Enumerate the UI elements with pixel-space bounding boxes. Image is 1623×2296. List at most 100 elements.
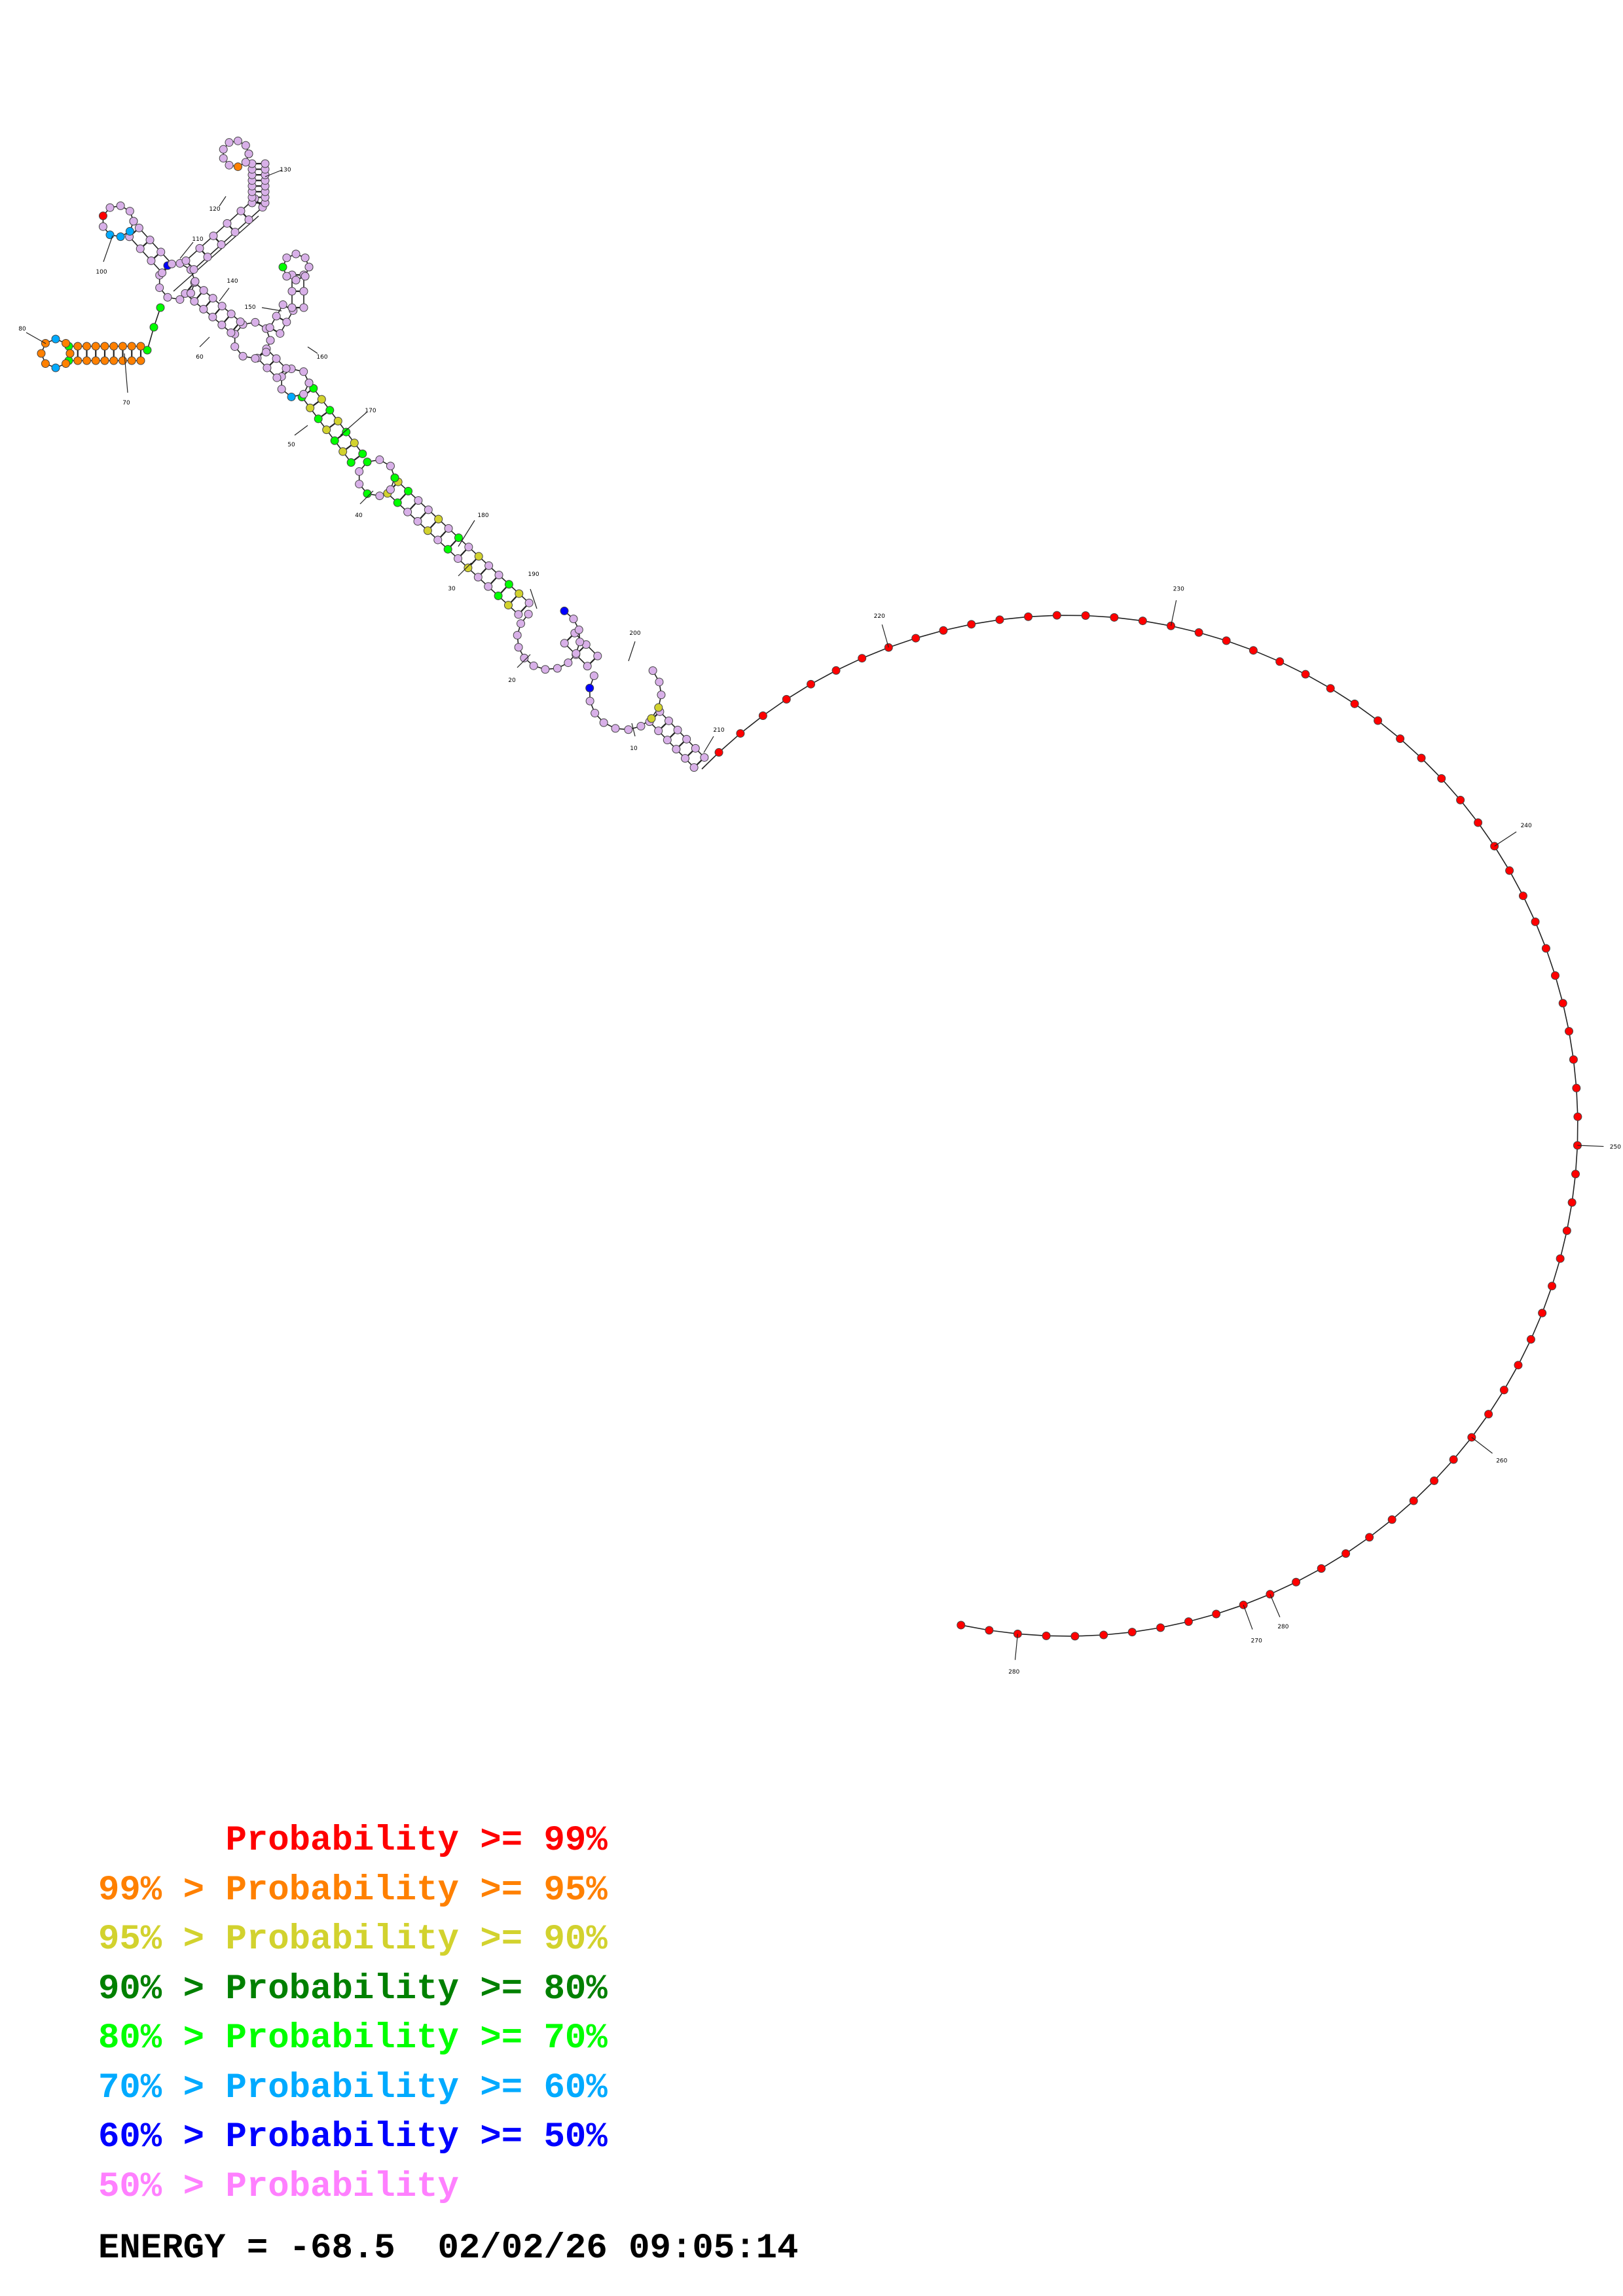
nucleotide bbox=[236, 206, 246, 215]
nucleotide bbox=[100, 356, 109, 365]
nucleotide bbox=[1110, 613, 1119, 622]
nucleotide bbox=[1138, 617, 1147, 626]
nucleotide bbox=[995, 615, 1004, 624]
nucleotide bbox=[1505, 866, 1514, 875]
nucleotide bbox=[91, 356, 100, 365]
nucleotide bbox=[700, 753, 709, 762]
nucleotide bbox=[217, 240, 226, 249]
nucleotide bbox=[858, 654, 867, 663]
position-tick bbox=[219, 287, 230, 302]
position-label: 20 bbox=[508, 677, 516, 684]
nucleotide bbox=[1567, 1198, 1577, 1207]
nucleotide bbox=[636, 722, 646, 731]
legend-label: Probability >= 99% bbox=[225, 1821, 608, 1861]
nucleotide bbox=[386, 485, 395, 494]
nucleotide bbox=[265, 323, 274, 332]
legend-row: 95% > Probability >= 90% bbox=[98, 1915, 608, 1965]
legend-label: Probability >= 95% bbox=[225, 1870, 608, 1910]
nucleotide bbox=[301, 272, 310, 281]
helix-strand bbox=[138, 227, 172, 264]
legend-row: Probability >= 99% bbox=[98, 1816, 608, 1866]
nucleotide bbox=[1127, 1628, 1137, 1637]
nucleotide bbox=[569, 615, 578, 624]
nucleotide bbox=[127, 342, 136, 351]
position-tick bbox=[179, 242, 194, 259]
energy-footer: ENERGY = -68.5 02/02/26 09:05:14 bbox=[98, 2229, 798, 2269]
nucleotide bbox=[1499, 1386, 1508, 1395]
loop-backbone bbox=[223, 140, 249, 168]
nucleotide bbox=[306, 403, 315, 412]
nucleotide bbox=[100, 342, 109, 351]
nucleotide bbox=[624, 725, 633, 734]
nucleotide bbox=[1541, 944, 1550, 953]
position-label: 150 bbox=[244, 304, 255, 311]
nucleotide bbox=[41, 359, 50, 368]
nucleotide bbox=[277, 385, 286, 394]
nucleotide bbox=[241, 158, 250, 167]
position-label: 170 bbox=[365, 408, 376, 414]
position-label: 280 bbox=[1277, 1624, 1288, 1630]
nucleotide bbox=[1409, 1496, 1418, 1505]
nucleotide bbox=[186, 289, 195, 298]
position-label: 10 bbox=[630, 745, 638, 752]
tail-backbone bbox=[701, 615, 1578, 1637]
nucleotide bbox=[648, 666, 657, 675]
nucleotide bbox=[1396, 734, 1405, 744]
legend-label: Probability >= 90% bbox=[225, 1920, 608, 1960]
nucleotide bbox=[957, 1621, 966, 1630]
nucleotide bbox=[317, 395, 326, 404]
nucleotide bbox=[386, 461, 395, 471]
nucleotide bbox=[136, 244, 145, 253]
nucleotide bbox=[209, 231, 218, 240]
nucleotide bbox=[195, 243, 204, 253]
nucleotide bbox=[233, 162, 242, 171]
position-label: 120 bbox=[209, 206, 220, 213]
nucleotide bbox=[363, 457, 372, 467]
nucleotide bbox=[189, 265, 198, 274]
nucleotide bbox=[529, 661, 538, 670]
nucleotide bbox=[73, 342, 82, 351]
position-label: 60 bbox=[196, 354, 204, 361]
nucleotide bbox=[330, 436, 339, 445]
position-label: 250 bbox=[1610, 1144, 1621, 1151]
nucleotide bbox=[575, 637, 585, 647]
rna-structure-diagram: 10 20 30 40 50 60 70 80 100 110 120 130 140 150 160 170… bbox=[18, 136, 1621, 1676]
nucleotide bbox=[473, 573, 483, 582]
nucleotide bbox=[1550, 971, 1559, 980]
nucleotide bbox=[691, 744, 700, 753]
nucleotide bbox=[1531, 917, 1540, 926]
position-label-layer: 10 20 30 40 50 60 70 80 100 110 120 130 140 150 160 170… bbox=[18, 167, 1621, 1676]
position-tick bbox=[1243, 1604, 1253, 1630]
nucleotide bbox=[299, 389, 308, 399]
nucleotide bbox=[190, 296, 199, 306]
nucleotide bbox=[278, 300, 287, 310]
nucleotide bbox=[225, 138, 234, 147]
nucleotide bbox=[1070, 1632, 1080, 1641]
nucleotide bbox=[282, 253, 291, 262]
nucleotide bbox=[673, 725, 682, 734]
nucleotide bbox=[181, 256, 191, 265]
nucleotide bbox=[314, 414, 323, 423]
position-tick bbox=[294, 425, 308, 436]
nucleotide bbox=[175, 295, 185, 304]
nucleotide bbox=[136, 342, 145, 351]
legend-label: Probability >= 60% bbox=[225, 2068, 608, 2108]
nucleotide bbox=[342, 427, 351, 437]
nucleotide bbox=[1518, 891, 1527, 901]
nucleotide bbox=[156, 303, 165, 312]
nucleotide bbox=[82, 342, 91, 351]
nucleotide bbox=[1430, 1476, 1439, 1485]
nucleotide bbox=[272, 373, 282, 382]
nucleotide bbox=[236, 317, 245, 327]
nucleotide bbox=[363, 489, 372, 498]
nucleotide bbox=[149, 323, 158, 332]
nucleotide bbox=[346, 458, 356, 467]
nucleotide bbox=[1099, 1630, 1108, 1640]
legend-prefix: 95% > bbox=[98, 1920, 226, 1960]
nucleotide bbox=[654, 726, 663, 736]
nucleotide bbox=[1156, 1623, 1165, 1632]
nucleotide bbox=[1548, 1282, 1557, 1291]
nucleotide bbox=[1573, 1112, 1582, 1121]
position-tick bbox=[1269, 1594, 1281, 1618]
nucleotide bbox=[109, 342, 119, 351]
